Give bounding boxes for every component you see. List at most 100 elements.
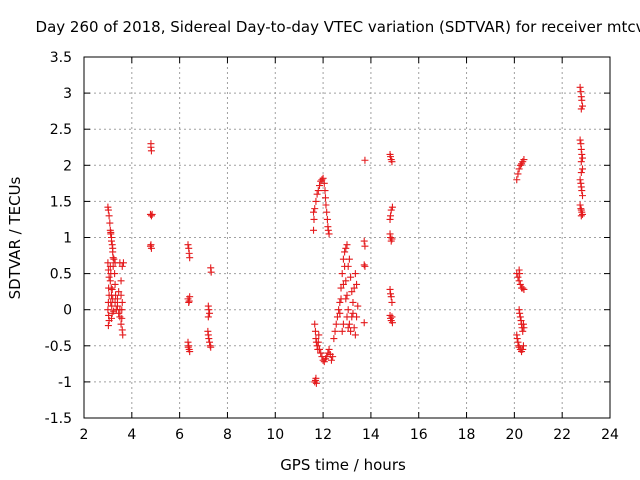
- data-point: [349, 309, 357, 317]
- data-point: [111, 270, 119, 278]
- y-axis-label: SDTVAR / TECUs: [6, 176, 24, 299]
- axis-ticks: 2 4 6 8 10 12 14 16 18 20 22 24-1.5-1-0.500.511.522…: [45, 50, 619, 443]
- data-point: [519, 327, 527, 335]
- data-point: [115, 309, 123, 317]
- data-point: [520, 285, 528, 293]
- data-point: [107, 284, 115, 292]
- data-point: [316, 182, 324, 190]
- data-point: [118, 314, 126, 322]
- data-point: [513, 176, 521, 184]
- data-point: [343, 291, 351, 299]
- data-point: [317, 349, 325, 357]
- data-point: [351, 270, 359, 278]
- data-point: [353, 313, 361, 321]
- data-point: [342, 295, 350, 303]
- grid: [83, 56, 611, 419]
- data-point: [576, 201, 584, 209]
- data-point: [204, 313, 212, 321]
- x-tick-label: 16: [410, 427, 428, 443]
- x-tick-label: 6: [175, 427, 184, 443]
- data-point: [519, 284, 527, 292]
- data-point: [207, 268, 215, 276]
- y-tick-label: 2.5: [50, 122, 72, 138]
- data-point: [186, 254, 194, 262]
- data-point: [107, 228, 115, 236]
- data-point: [336, 309, 344, 317]
- data-point: [116, 259, 124, 267]
- data-point: [578, 150, 586, 158]
- data-point: [147, 147, 155, 155]
- data-point: [313, 342, 321, 350]
- data-point: [361, 156, 369, 164]
- x-axis-label: GPS time / hours: [280, 456, 406, 474]
- data-point: [108, 285, 116, 293]
- data-point: [514, 338, 522, 346]
- x-tick-label: 24: [601, 427, 619, 443]
- data-point: [325, 345, 333, 353]
- data-point: [579, 165, 587, 173]
- data-point: [113, 295, 121, 303]
- x-tick-label: 12: [314, 427, 332, 443]
- data-point: [338, 270, 346, 278]
- data-point: [387, 293, 395, 301]
- data-point: [106, 219, 114, 227]
- y-tick-label: -1: [58, 375, 72, 391]
- data-point: [109, 254, 117, 262]
- data-point: [578, 187, 586, 195]
- data-point: [343, 241, 351, 249]
- data-point: [387, 206, 395, 214]
- data-point: [387, 212, 395, 220]
- x-tick-label: 8: [223, 427, 232, 443]
- data-point: [316, 345, 324, 353]
- data-point: [515, 277, 523, 285]
- data-point: [387, 234, 395, 241]
- data-point: [576, 136, 584, 144]
- data-point: [320, 179, 328, 187]
- data-point: [388, 235, 396, 243]
- data-point: [388, 319, 396, 327]
- data-point: [310, 215, 318, 223]
- data-point: [516, 270, 524, 278]
- data-point: [324, 226, 332, 234]
- data-point: [185, 298, 193, 306]
- y-tick-label: 0: [63, 303, 72, 319]
- data-point: [579, 154, 587, 162]
- data-point: [577, 212, 585, 220]
- data-point: [577, 169, 585, 177]
- data-point: [323, 353, 331, 361]
- data-point: [205, 335, 213, 343]
- data-point: [104, 259, 112, 267]
- data-point: [331, 327, 339, 335]
- data-point: [117, 291, 125, 299]
- data-point: [207, 343, 215, 351]
- data-point: [110, 307, 118, 315]
- data-point: [337, 284, 345, 292]
- x-tick-label: 20: [505, 427, 523, 443]
- data-point: [206, 309, 214, 317]
- data-point: [117, 277, 125, 285]
- data-point: [577, 105, 585, 113]
- data-point: [578, 96, 586, 104]
- data-point: [111, 280, 119, 288]
- data-point: [339, 280, 347, 288]
- data-point: [514, 170, 522, 178]
- y-tick-label: -1.5: [45, 411, 72, 427]
- data-point: [116, 306, 124, 314]
- data-point: [311, 320, 319, 328]
- data-point: [330, 335, 338, 343]
- data-point: [387, 153, 395, 161]
- x-tick-label: 2: [80, 427, 89, 443]
- data-point: [333, 313, 341, 321]
- data-point: [514, 273, 522, 281]
- data-point: [361, 242, 369, 250]
- data-point: [311, 378, 319, 386]
- data-point: [350, 324, 358, 332]
- data-point: [118, 298, 126, 306]
- data-point: [520, 324, 528, 332]
- data-point: [314, 187, 322, 195]
- data-point: [109, 262, 117, 270]
- data-point: [321, 187, 329, 195]
- data-point: [106, 277, 114, 285]
- data-point: [388, 203, 396, 211]
- data-point: [186, 348, 194, 356]
